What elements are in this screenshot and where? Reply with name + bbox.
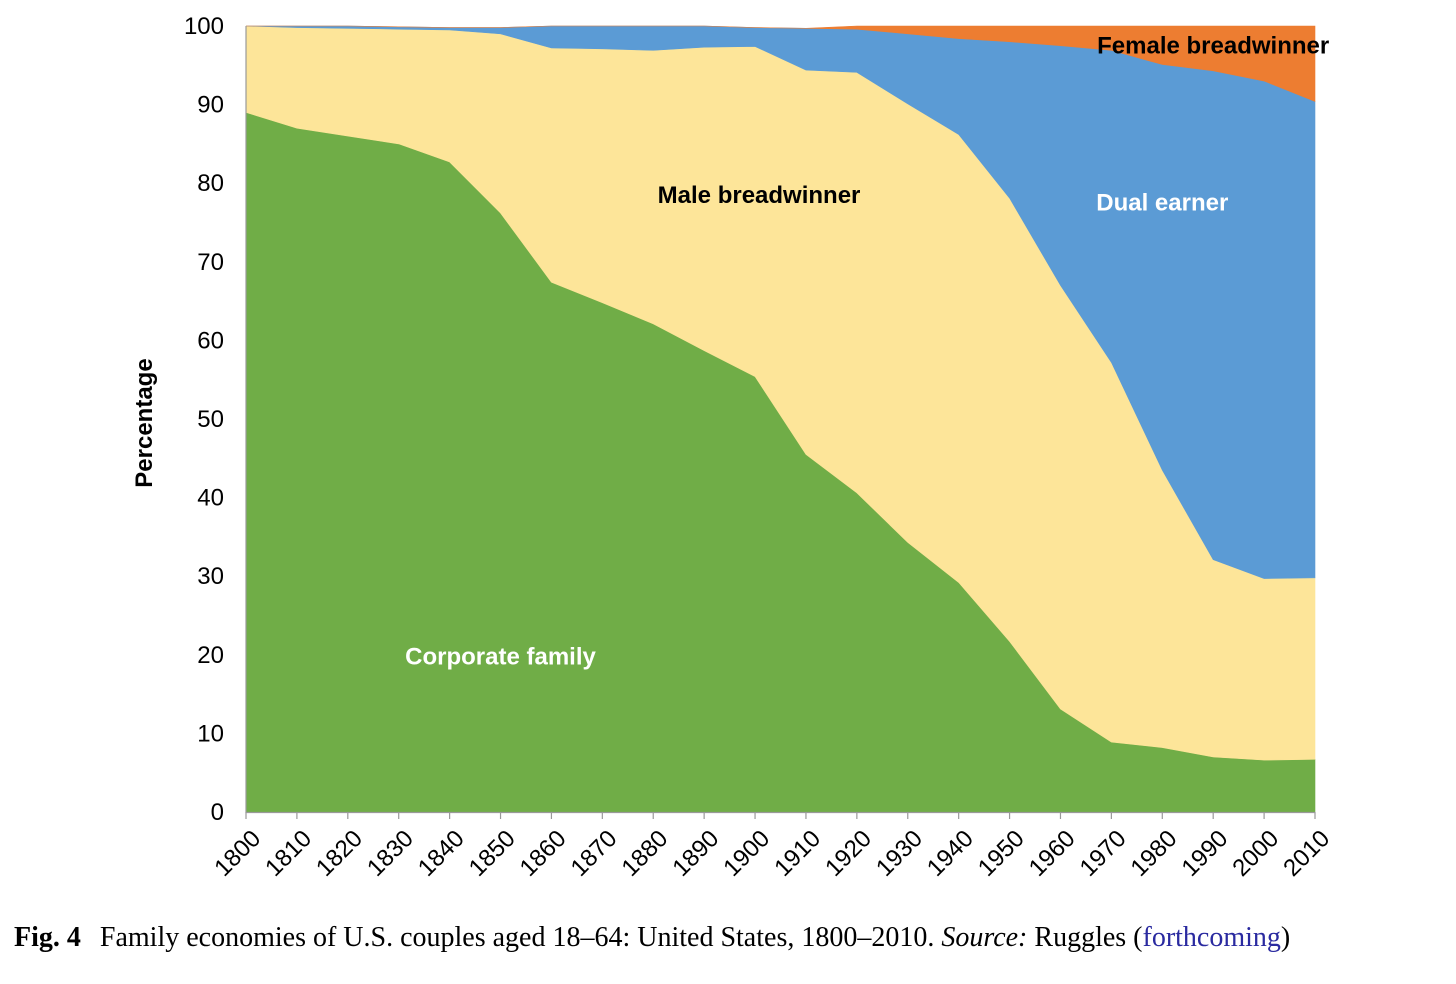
- y-tick-label-20: 20: [197, 642, 224, 669]
- y-tick-label-70: 70: [197, 249, 224, 276]
- area-labels: Corporate family Male breadwinner Dual ear…: [405, 33, 1329, 671]
- x-tick-label-1950: 1950: [973, 825, 1030, 882]
- x-tick-label-1970: 1970: [1075, 825, 1132, 882]
- y-tick-label-100: 100: [184, 13, 224, 40]
- x-tick-label-1920: 1920: [820, 825, 877, 882]
- x-tick-label-1840: 1840: [413, 825, 470, 882]
- y-axis-label: Percentage: [131, 358, 158, 487]
- caption-source-link[interactable]: forthcoming: [1142, 922, 1281, 953]
- x-tick-label-1850: 1850: [464, 825, 521, 882]
- y-tick-label-80: 80: [197, 170, 224, 197]
- x-tick-label-1830: 1830: [362, 825, 419, 882]
- x-tick-label-1930: 1930: [871, 825, 928, 882]
- x-tick-label-1960: 1960: [1024, 825, 1081, 882]
- area-female-breadwinner: [246, 25, 1316, 102]
- x-tick-label-1860: 1860: [515, 825, 572, 882]
- y-tick-label-10: 10: [197, 720, 224, 747]
- figure-number: Fig. 4: [14, 922, 81, 953]
- x-tick-label-1910: 1910: [769, 825, 826, 882]
- y-tick-label-60: 60: [197, 327, 224, 354]
- x-tick-label-1900: 1900: [718, 825, 775, 882]
- x-tick-label-1810: 1810: [260, 825, 317, 882]
- x-tick-label-1990: 1990: [1176, 825, 1233, 882]
- x-tick-label-1800: 1800: [209, 825, 266, 882]
- stacked-area-chart: 0102030405060708090100180018101820183018…: [131, 13, 1335, 882]
- area-label-corporate-family: Corporate family: [405, 643, 596, 670]
- y-tick-label-90: 90: [197, 92, 224, 119]
- caption-source-end: ): [1280, 922, 1291, 953]
- caption-text: Family economies of U.S. couples aged 18…: [99, 922, 935, 953]
- axes: [245, 26, 1316, 819]
- x-tick-label-1870: 1870: [566, 825, 623, 882]
- area-layers: [245, 25, 1316, 813]
- x-tick-label-1820: 1820: [311, 825, 368, 882]
- y-tick-label-40: 40: [197, 485, 224, 512]
- y-tick-label-0: 0: [211, 799, 224, 826]
- area-label-dual-earner: Dual earner: [1096, 189, 1228, 216]
- caption-source-text: Ruggles (: [1034, 922, 1143, 953]
- x-tick-label-1940: 1940: [922, 825, 979, 882]
- y-tick-label-30: 30: [197, 563, 224, 590]
- x-tick-label-2000: 2000: [1227, 825, 1284, 882]
- x-tick-label-1980: 1980: [1126, 825, 1183, 882]
- area-label-female-breadwinner: Female breadwinner: [1097, 33, 1329, 60]
- y-tick-label-50: 50: [197, 406, 224, 433]
- x-tick-label-1890: 1890: [667, 825, 724, 882]
- x-tick-label-2010: 2010: [1278, 825, 1335, 882]
- figure-caption: Fig. 4 Family economies of U.S. couples …: [14, 922, 1454, 954]
- x-tick-label-1880: 1880: [617, 825, 674, 882]
- caption-source-label: Source:: [941, 922, 1028, 953]
- area-label-male-breadwinner: Male breadwinner: [658, 182, 861, 209]
